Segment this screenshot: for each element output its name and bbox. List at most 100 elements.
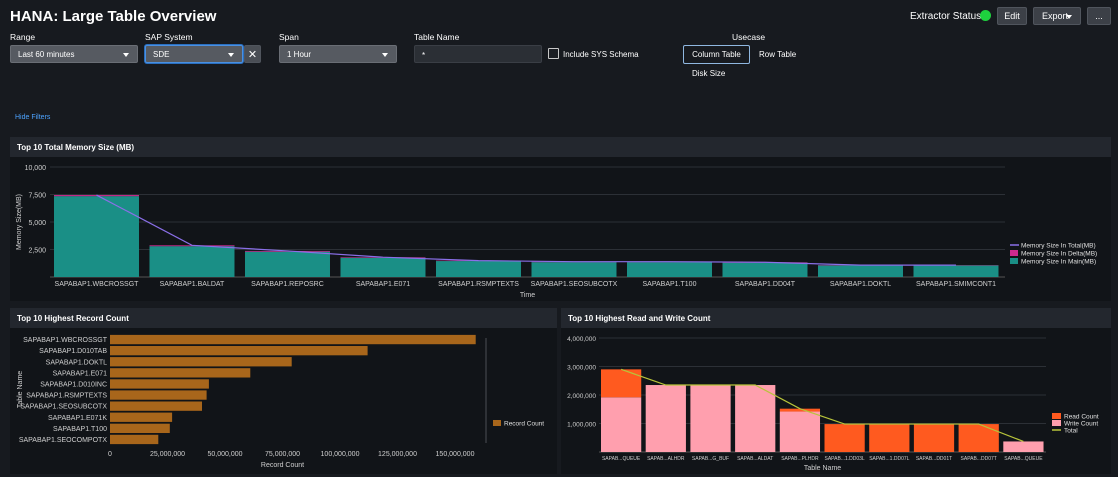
read-write-panel-title: Top 10 Highest Read and Write Count [561,308,1111,328]
x-axis-label: Table Name [804,465,841,472]
bar-record-count [110,434,159,445]
include-sys-schema-label: Include SYS Schema [563,50,639,59]
x-tick-label: SAPABAP1.T100 [643,281,697,288]
y-axis-label: Memory Size(MB) [16,194,23,250]
record-count-panel: Top 10 Highest Record Count 0 25,000,000 5… [10,308,557,474]
legend-label: Record Count [504,421,544,428]
bar-write-count [645,385,686,452]
usecase-label: Usecase [732,32,766,42]
y-tick-label: 3,000,000 [567,365,596,372]
x-tick-label: SAPAB...G_BUF [692,456,729,462]
bar-main [722,262,808,277]
y-tick-label: 4,000,000 [567,336,596,343]
series-line-total [96,194,956,266]
usecase-disk-size[interactable]: Disk Size [692,69,726,78]
x-tick-label: SAPABAP1.BALDAT [160,281,225,288]
legend-swatch [493,420,501,426]
include-sys-schema-checkbox[interactable] [548,48,559,59]
chevron-down-icon [123,53,129,57]
x-tick-label: SAPAB...DD01T [916,456,952,462]
x-tick-label: 125,000,000 [378,451,417,458]
x-tick-label: SAPAB...1.DD07L [869,456,909,462]
x-tick-label: SAPABAP1.WBCROSSGT [55,281,140,288]
y-tick-label: 2,000,000 [567,393,596,400]
y-tick-label: SAPABAP1.T100 [53,426,107,433]
x-tick-label: 150,000,000 [436,451,475,458]
bar-record-count [110,334,476,345]
memory-panel-title: Top 10 Total Memory Size (MB) [10,137,1111,157]
bar-read-count [958,424,999,452]
bar-main [436,261,521,277]
legend-label: Memory Size In Delta(MB) [1021,251,1097,258]
x-tick-label: SAPAB...ALDAT [737,456,773,462]
legend-swatch [1052,413,1061,419]
bar-main [531,262,617,277]
table-name-input[interactable]: * [414,45,542,63]
bar-record-count [110,368,251,378]
legend-label: Read Count [1064,414,1099,421]
y-tick-label: 2,500 [28,248,46,255]
legend-label: Memory Size In Main(MB) [1021,259,1096,266]
bar-record-count [110,423,170,434]
bar-main [340,257,426,277]
x-tick-label: SAPABAP1.SMIMCONT1 [916,281,996,288]
bar-record-count [110,401,202,411]
x-tick-label: SAPAB...QUEUE [602,456,641,462]
record-count-panel-title: Top 10 Highest Record Count [10,308,557,328]
y-tick-label: SAPABAP1.E071K [48,415,107,422]
x-tick-label: 100,000,000 [321,451,360,458]
bar-write-count [779,411,821,452]
span-select[interactable]: 1 Hour [279,45,397,63]
sap-system-label: SAP System [145,32,193,42]
bar-main [818,265,903,277]
bar-main [54,196,139,277]
edit-button[interactable]: Edit [997,7,1027,25]
range-select[interactable]: Last 60 minutes [10,45,138,63]
y-tick-label: SAPABAP1.DOKTL [46,359,107,366]
legend-swatch [1010,250,1018,256]
bar-read-count [601,369,642,398]
bar-record-count [110,390,207,400]
bar-record-count [110,357,292,367]
y-tick-label: SAPABAP1.D010INC [40,381,107,388]
y-tick-label: 1,000,000 [567,422,596,429]
bar-read-count [913,424,955,452]
y-tick-label: 5,000 [28,220,46,227]
x-tick-label: SAPAB...QUEUE [1004,456,1043,462]
usecase-column-table[interactable]: Column Table [683,45,750,64]
x-tick-label: SAPAB...PLHDR [781,456,819,462]
bar-record-count [110,379,209,389]
sap-system-select[interactable]: SDE [145,45,243,63]
status-indicator-icon [980,10,991,21]
read-write-panel: Top 10 Highest Read and Write Count 1,00… [561,308,1111,474]
bar-read-count [824,424,865,452]
bar-write-count [690,385,731,452]
more-options-button[interactable]: ... [1087,7,1111,25]
close-icon: ✕ [247,48,258,61]
y-axis-label: Table Name [17,371,24,408]
x-tick-label: 75,000,000 [265,451,300,458]
x-tick-label: SAPABAP1.REPOSRC [251,281,324,288]
record-count-chart: 0 25,000,000 50,000,000 75,000,000 100,000,0… [17,334,544,469]
x-tick-label: 0 [108,451,112,458]
extractor-status-label: Extractor Status : [910,11,987,22]
series-line-total [620,368,1024,443]
usecase-row-table[interactable]: Row Table [759,50,797,59]
table-name-label: Table Name [414,32,460,42]
chevron-down-icon [382,53,388,57]
sap-system-value: SDE [153,49,170,59]
bar-main [245,251,330,277]
page-title: HANA: Large Table Overview [10,8,217,25]
x-tick-label: SAPAB...1.DD03L [825,456,865,462]
bar-write-count [1003,441,1044,452]
y-tick-label: SAPABAP1.WBCROSSGT [23,337,108,344]
bar-read-count [869,424,910,452]
legend-label: Memory Size In Total(MB) [1021,243,1096,250]
x-tick-label: 50,000,000 [207,451,242,458]
span-value: 1 Hour [287,49,312,59]
export-button[interactable]: Export [1033,7,1081,25]
clear-sap-system-button[interactable]: ✕ [244,45,261,63]
hide-filters-link[interactable]: Hide Filters [15,114,51,121]
x-tick-label: SAPABAP1.SEOSUBCOTX [531,281,618,288]
x-tick-label: 25,000,000 [150,451,185,458]
